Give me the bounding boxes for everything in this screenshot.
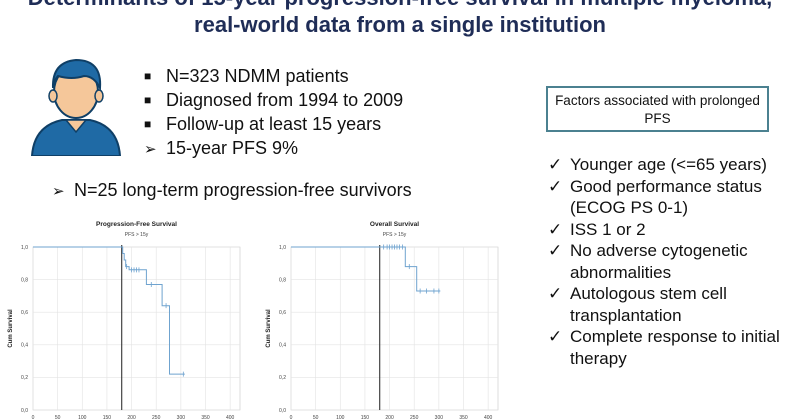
y-axis-label: Cum Survival (266, 309, 272, 348)
y-tick-label: 0,8 (21, 277, 28, 283)
y-tick-label: 0,2 (21, 375, 28, 381)
y-tick-label: 1,0 (21, 245, 28, 251)
y-tick-label: 1,0 (279, 245, 286, 251)
x-tick-label: 150 (103, 415, 112, 419)
pfs-km-chart: Progression-Free Survival PFS > 15y Cum Su… (8, 221, 241, 419)
checkmark-icon: ✓ (548, 327, 563, 346)
chart-subtitle: PFS > 15y (383, 232, 407, 238)
bullet-item: ■ Follow-up at least 15 years (144, 114, 382, 134)
chart-title: Progression-Free Survival (96, 221, 177, 228)
y-tick-label: 0,0 (279, 408, 286, 414)
x-tick-label: 0 (32, 415, 35, 419)
checkmark-icon: ✓ (548, 176, 563, 196)
checkmark-icon: ✓ (548, 241, 563, 260)
y-tick-label: 0,2 (279, 375, 286, 381)
factors-list: ✓ Younger age (<=65 years) ✓ Good performa… (548, 154, 800, 369)
x-tick-label: 150 (361, 415, 370, 419)
bullet-item: ■ Diagnosed from 1994 to 2009 (144, 90, 404, 110)
bullet-item: ➢ 15-year PFS 9% (144, 136, 403, 162)
factor-item: ✓ ISS 1 or 2 (548, 219, 646, 239)
x-tick-label: 250 (410, 415, 419, 419)
os-km-chart: Overall Survival PFS > 15y Cum Survival 0,0… (266, 221, 499, 419)
arrow-bullet-icon: ➢ (52, 183, 65, 200)
x-tick-label: 250 (152, 415, 161, 419)
factor-item: ✓ Good performance status (ECOG PS 0-1) (548, 176, 762, 218)
person-avatar-icon (22, 48, 130, 156)
x-tick-label: 350 (459, 415, 468, 419)
y-tick-label: 0,6 (21, 310, 28, 316)
y-tick-label: 0,4 (279, 343, 286, 349)
x-tick-label: 50 (313, 415, 319, 419)
checkmark-icon: ✓ (548, 284, 563, 303)
slide-title-line1: Determinants of 15-year progression-free… (0, 0, 800, 11)
factor-item: ✓ Younger age (<=65 years) (548, 155, 767, 174)
survival-step-line (291, 246, 441, 292)
bullet-item: ■ N=323 NDMM patients (144, 66, 349, 86)
slide-title-line2: real-world data from a single institutio… (194, 12, 606, 37)
x-tick-label: 300 (177, 415, 186, 419)
factor-item: ✓ Complete response to initial therapy (548, 327, 780, 368)
y-tick-label: 0,0 (21, 408, 28, 414)
y-tick-label: 0,4 (21, 343, 28, 349)
square-bullet-icon: ■ (144, 117, 152, 131)
arrow-bullet-icon: ➢ (144, 141, 157, 158)
checkmark-icon: ✓ (548, 219, 563, 239)
x-tick-label: 100 (336, 415, 345, 419)
factors-box-title: Factors associated with prolonged PFS (546, 86, 769, 132)
x-tick-label: 100 (78, 415, 87, 419)
chart-title: Overall Survival (370, 221, 419, 228)
cohort-bullet-list: ■ N=323 NDMM patients ■ Diagnosed from 199… (144, 64, 403, 162)
square-bullet-icon: ■ (144, 93, 152, 107)
y-axis-label: Cum Survival (8, 309, 14, 348)
chart-subtitle: PFS > 15y (125, 232, 149, 238)
square-bullet-icon: ■ (144, 69, 152, 83)
x-tick-label: 200 (385, 415, 394, 419)
x-tick-label: 0 (290, 415, 293, 419)
x-tick-label: 400 (226, 415, 235, 419)
y-tick-label: 0,6 (279, 310, 286, 316)
survivors-statement: ➢ N=25 long-term progression-free survivo… (52, 180, 412, 200)
x-tick-label: 400 (484, 415, 493, 419)
checkmark-icon: ✓ (548, 155, 563, 174)
x-tick-label: 50 (55, 415, 61, 419)
x-tick-label: 300 (435, 415, 444, 419)
plot-frame (290, 246, 499, 411)
factor-item: ✓ No adverse cytogenetic abnormalities (548, 241, 748, 282)
factor-item: ✓ Autologous stem cell transplantation (548, 284, 727, 325)
x-tick-label: 350 (201, 415, 210, 419)
x-tick-label: 200 (127, 415, 136, 419)
y-tick-label: 0,8 (279, 277, 286, 283)
